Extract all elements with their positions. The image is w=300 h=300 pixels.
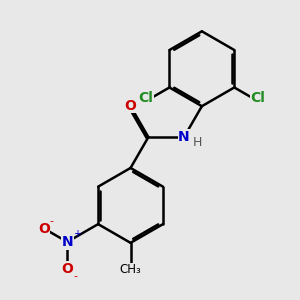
Text: -: - xyxy=(73,271,77,281)
Text: O: O xyxy=(38,222,50,236)
Text: +: + xyxy=(73,229,81,239)
Text: CH₃: CH₃ xyxy=(120,263,141,276)
Text: O: O xyxy=(124,99,136,113)
Text: O: O xyxy=(61,262,73,276)
Text: H: H xyxy=(193,136,202,149)
Text: Cl: Cl xyxy=(139,91,154,105)
Text: N: N xyxy=(61,235,73,249)
Text: Cl: Cl xyxy=(250,91,265,105)
Text: -: - xyxy=(50,216,54,226)
Text: N: N xyxy=(178,130,190,144)
